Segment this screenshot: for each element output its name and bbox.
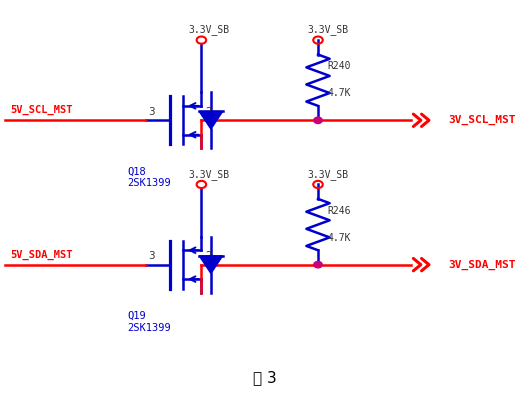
Text: 3.3V_SB: 3.3V_SB xyxy=(307,24,349,35)
Circle shape xyxy=(314,117,322,124)
Text: 3.3V_SB: 3.3V_SB xyxy=(307,169,349,180)
Text: 4.7K: 4.7K xyxy=(328,233,351,243)
Text: 2: 2 xyxy=(206,107,212,117)
Text: Q18: Q18 xyxy=(127,166,146,176)
Text: 2SK1399: 2SK1399 xyxy=(127,178,171,188)
Text: Q19: Q19 xyxy=(127,311,146,321)
Text: 2: 2 xyxy=(206,251,212,261)
Text: 3.3V_SB: 3.3V_SB xyxy=(188,169,229,180)
Circle shape xyxy=(314,261,322,268)
Text: 3: 3 xyxy=(148,251,155,261)
Text: 3.3V_SB: 3.3V_SB xyxy=(188,24,229,35)
Text: 5V_SCL_MST: 5V_SCL_MST xyxy=(11,105,73,115)
Text: 图 3: 图 3 xyxy=(253,370,277,385)
Text: 4.7K: 4.7K xyxy=(328,88,351,98)
Text: 3V_SDA_MST: 3V_SDA_MST xyxy=(448,259,515,270)
Text: R246: R246 xyxy=(328,206,351,216)
Text: 3: 3 xyxy=(148,107,155,117)
Text: 5V_SDA_MST: 5V_SDA_MST xyxy=(11,250,73,260)
Text: 2SK1399: 2SK1399 xyxy=(127,323,171,333)
Text: 3V_SCL_MST: 3V_SCL_MST xyxy=(448,115,515,126)
Polygon shape xyxy=(199,111,223,129)
Text: R240: R240 xyxy=(328,61,351,71)
Polygon shape xyxy=(199,256,223,273)
